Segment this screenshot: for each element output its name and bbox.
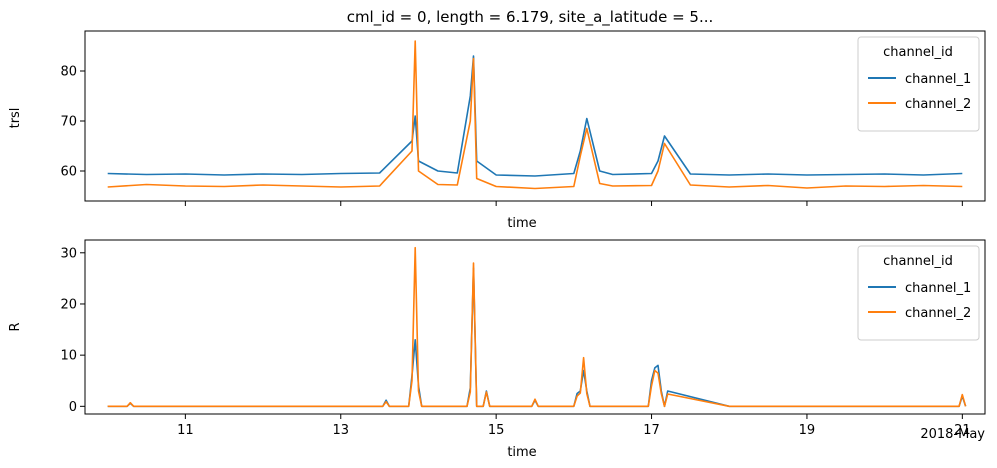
rain-rate-legend-label-channel-1: channel_1 [905,281,971,296]
rain-rate-x-tick-label: 13 [332,423,349,438]
rain-rate-axes-frame [84,239,986,415]
rain-rate-y-tick-label: 10 [60,349,77,364]
trsl-y-axis-label: trsl [8,108,23,129]
rain-rate-y-tick-label: 20 [60,297,77,312]
trsl-y-ticks: 60 70 80 [60,65,85,180]
rain-rate-series-channel-1 [107,267,967,408]
trsl-plot-area [107,40,963,190]
rain-rate-legend-title: channel_id [883,254,953,269]
rain-rate-legend[interactable]: channel_id channel_1 channel_2 [857,245,980,341]
trsl-x-ticks [184,201,963,206]
rain-rate-subplot: 0 10 20 30 11 13 15 17 19 21 2018-May time R cha… [8,239,986,460]
rain-rate-x-axis-label: time [507,445,536,460]
trsl-legend-label-channel-2: channel_2 [905,97,971,112]
trsl-axes-frame [84,30,986,202]
trsl-y-tick-label: 60 [60,165,77,180]
rain-rate-legend-label-channel-2: channel_2 [905,306,971,321]
rain-rate-series-channel-2 [107,246,967,408]
rain-rate-x-ticks: 11 13 15 17 19 21 [177,414,971,438]
rain-rate-y-tick-label: 0 [69,400,77,415]
trsl-y-tick-label: 70 [60,115,77,130]
rain-rate-y-ticks: 0 10 20 30 [60,246,85,415]
trsl-series-channel-2 [107,40,963,190]
rain-rate-y-axis-label: R [8,322,23,331]
trsl-y-tick-label: 80 [60,65,77,80]
rain-rate-x-tick-label: 11 [177,423,194,438]
rain-rate-legend-box [857,245,980,341]
trsl-series-channel-1 [107,55,963,177]
trsl-legend-label-channel-1: channel_1 [905,72,971,87]
x-offset-label: 2018-May [920,427,985,442]
chart-title: cml_id = 0, length = 6.179, site_a_latit… [347,8,714,27]
trsl-legend-box [857,36,980,132]
rain-rate-plot-area [107,246,967,408]
rain-rate-x-tick-label: 21 [954,423,971,438]
trsl-subplot: cml_id = 0, length = 6.179, site_a_latit… [8,8,986,231]
trsl-legend[interactable]: channel_id channel_1 channel_2 [857,36,980,132]
rain-rate-x-tick-label: 15 [488,423,505,438]
rain-rate-x-tick-label: 17 [643,423,660,438]
trsl-x-axis-label: time [507,216,536,231]
rain-rate-y-tick-label: 30 [60,246,77,261]
trsl-legend-title: channel_id [883,45,953,60]
rain-rate-x-tick-label: 19 [799,423,816,438]
